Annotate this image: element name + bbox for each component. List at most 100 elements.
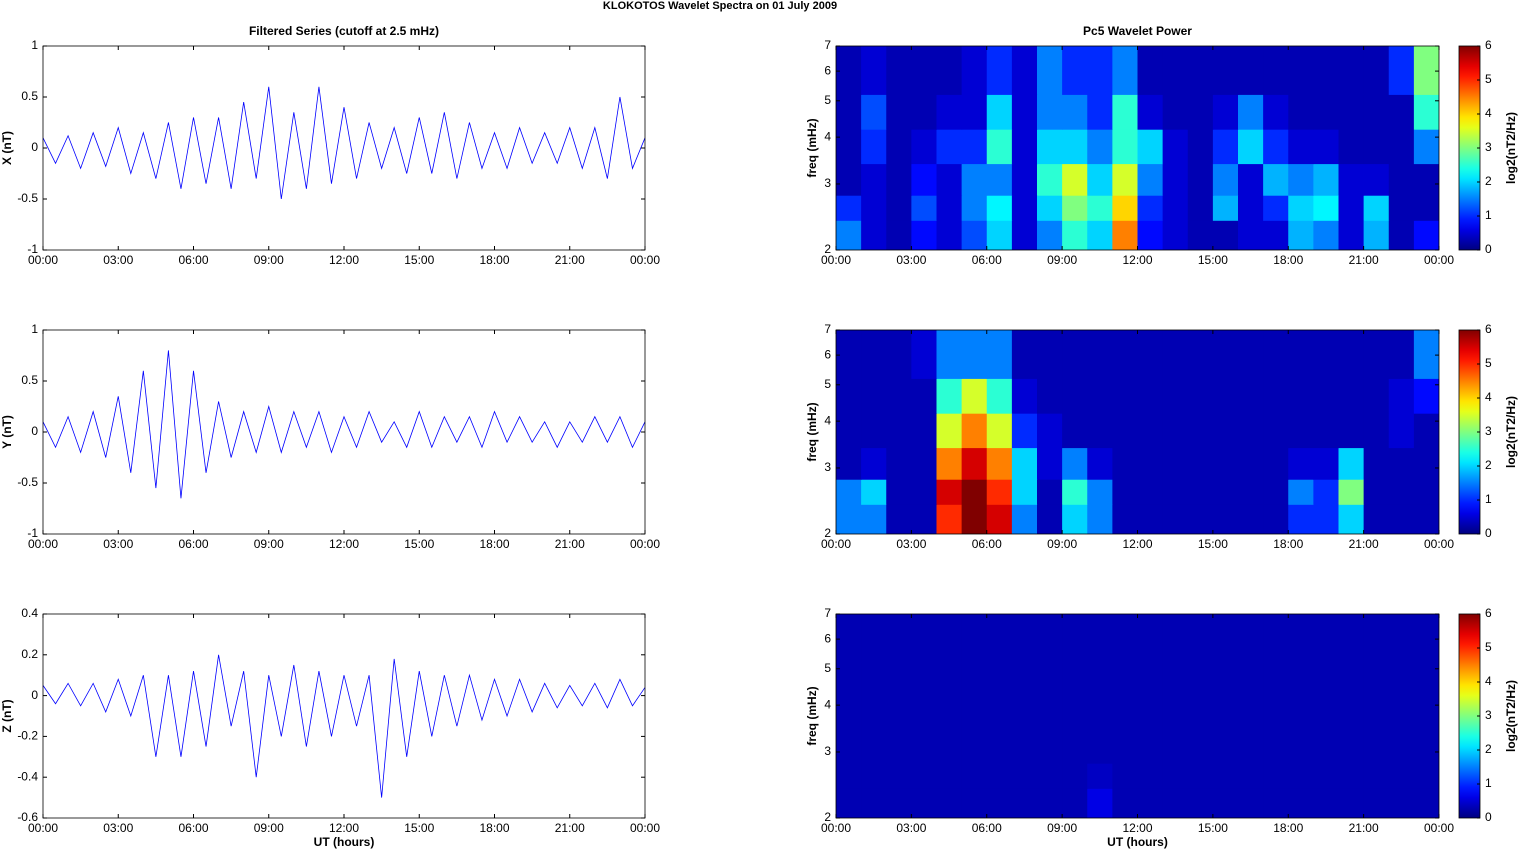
heatmap-cell xyxy=(1162,731,1189,764)
heatmap-cell xyxy=(1212,413,1239,449)
heatmap-cell xyxy=(986,788,1013,818)
heatmap-cell xyxy=(1162,614,1189,663)
heatmap-cell xyxy=(1087,697,1113,733)
heatmap-cell xyxy=(936,46,963,95)
heatmap-cell xyxy=(1363,46,1390,95)
heatmap-cell xyxy=(1212,94,1239,130)
heatmap-cell xyxy=(1187,378,1214,414)
heatmap-cell xyxy=(1212,763,1239,789)
heatmap-cell xyxy=(1313,788,1339,818)
heatmap-cell xyxy=(1313,413,1339,449)
y-tick-label: 6 xyxy=(824,631,831,645)
heatmap-cell xyxy=(1112,163,1138,196)
heatmap-cell xyxy=(911,662,937,698)
heatmap-cell xyxy=(1388,378,1415,414)
colorbar-tick-label: 4 xyxy=(1485,390,1492,404)
heatmap-cell xyxy=(1338,163,1365,196)
heatmap-cell xyxy=(1388,697,1415,733)
heatmap-cell xyxy=(1011,94,1038,130)
y-tick-label: 6 xyxy=(824,347,831,361)
x-tick-label: 00:00 xyxy=(28,253,58,267)
x-tick-label: 15:00 xyxy=(404,821,434,835)
heatmap-cell xyxy=(1212,195,1239,221)
heatmap-cell xyxy=(1238,330,1264,379)
heatmap xyxy=(836,330,1439,534)
heatmap-cell xyxy=(1288,195,1314,221)
colorbar-tick-label: 3 xyxy=(1485,708,1492,722)
x-tick-label: 18:00 xyxy=(479,537,509,551)
heatmap-cell xyxy=(1212,731,1239,764)
x-tick-label: 03:00 xyxy=(896,821,926,835)
heatmap-cell xyxy=(936,662,963,698)
heatmap-cell xyxy=(1238,46,1264,95)
heatmap-cell xyxy=(1363,614,1390,663)
heatmap-cell xyxy=(1087,330,1113,379)
heatmap-cell xyxy=(936,129,963,165)
heatmap-cell xyxy=(1388,413,1415,449)
heatmap-cell xyxy=(1288,763,1314,789)
colorbar-tick-label: 5 xyxy=(1485,356,1492,370)
heatmap-cell xyxy=(936,697,963,733)
heatmap-cell xyxy=(1388,788,1415,818)
x-tick-label: 00:00 xyxy=(1424,821,1454,835)
heatmap-cell xyxy=(1162,378,1189,414)
heatmap-cell xyxy=(886,413,912,449)
heatmap-cell xyxy=(1238,788,1264,818)
heatmap-cell xyxy=(1087,129,1113,165)
heatmap-cell xyxy=(1112,94,1138,130)
heatmap-cell xyxy=(1087,788,1113,818)
heatmap-cell xyxy=(1288,378,1314,414)
heatmap-cell xyxy=(1011,662,1038,698)
heatmap-cell xyxy=(1313,195,1339,221)
heatmap-cell xyxy=(886,46,912,95)
x-tick-label: 15:00 xyxy=(1198,253,1228,267)
panel: 0 1 2 3 4 5 6 log2(nT2/Hz) 00:00 03:00 06:00 09:00 1… xyxy=(805,24,1518,267)
heatmap-cell xyxy=(1011,788,1038,818)
heatmap-cell xyxy=(986,763,1013,789)
heatmap-cell xyxy=(961,697,988,733)
heatmap-cell xyxy=(1187,447,1214,480)
heatmap-cell xyxy=(1137,788,1164,818)
heatmap-cell xyxy=(1011,378,1038,414)
heatmap-cell xyxy=(1263,413,1289,449)
heatmap-cell xyxy=(1137,662,1164,698)
heatmap-cell xyxy=(1162,447,1189,480)
heatmap-cell xyxy=(1011,763,1038,789)
heatmap-cell xyxy=(1212,46,1239,95)
heatmap-cell xyxy=(986,731,1013,764)
heatmap-cell xyxy=(1338,330,1365,379)
y-tick-label: 5 xyxy=(824,93,831,107)
y-axis-label: freq (mHz) xyxy=(805,118,819,177)
x-tick-label: 12:00 xyxy=(1122,253,1152,267)
y-tick-label: -0.5 xyxy=(17,475,38,489)
heatmap-cell xyxy=(1112,378,1138,414)
x-tick-label: 00:00 xyxy=(821,537,851,551)
heatmap-cell xyxy=(1313,129,1339,165)
heatmap-cell xyxy=(1388,662,1415,698)
heatmap-cell xyxy=(1062,129,1088,165)
heatmap-cell xyxy=(1313,662,1339,698)
y-tick-label: 5 xyxy=(824,377,831,391)
heatmap-cell xyxy=(1313,447,1339,480)
heatmap-cell xyxy=(1313,697,1339,733)
heatmap-cell xyxy=(1363,413,1390,449)
heatmap-cell xyxy=(1112,788,1138,818)
y-tick-label: 4 xyxy=(824,129,831,143)
heatmap-cell xyxy=(1087,94,1113,130)
heatmap-cell xyxy=(1137,378,1164,414)
heatmap-cell xyxy=(1238,195,1264,221)
heatmap-cell xyxy=(1037,504,1063,534)
colorbar-tick-label: 5 xyxy=(1485,640,1492,654)
heatmap-cell xyxy=(1263,163,1289,196)
heatmap-cell xyxy=(1338,413,1365,449)
heatmap-cell xyxy=(1288,163,1314,196)
heatmap-cell xyxy=(1238,413,1264,449)
x-tick-label: 06:00 xyxy=(178,821,208,835)
heatmap-cell xyxy=(836,330,862,379)
y-axis-label: Z (nT) xyxy=(0,699,14,732)
x-tick-label: 09:00 xyxy=(1047,253,1077,267)
heatmap-cell xyxy=(836,788,862,818)
heatmap-cell xyxy=(1413,163,1439,196)
heatmap-cell xyxy=(1238,731,1264,764)
heatmap-cell xyxy=(1288,614,1314,663)
